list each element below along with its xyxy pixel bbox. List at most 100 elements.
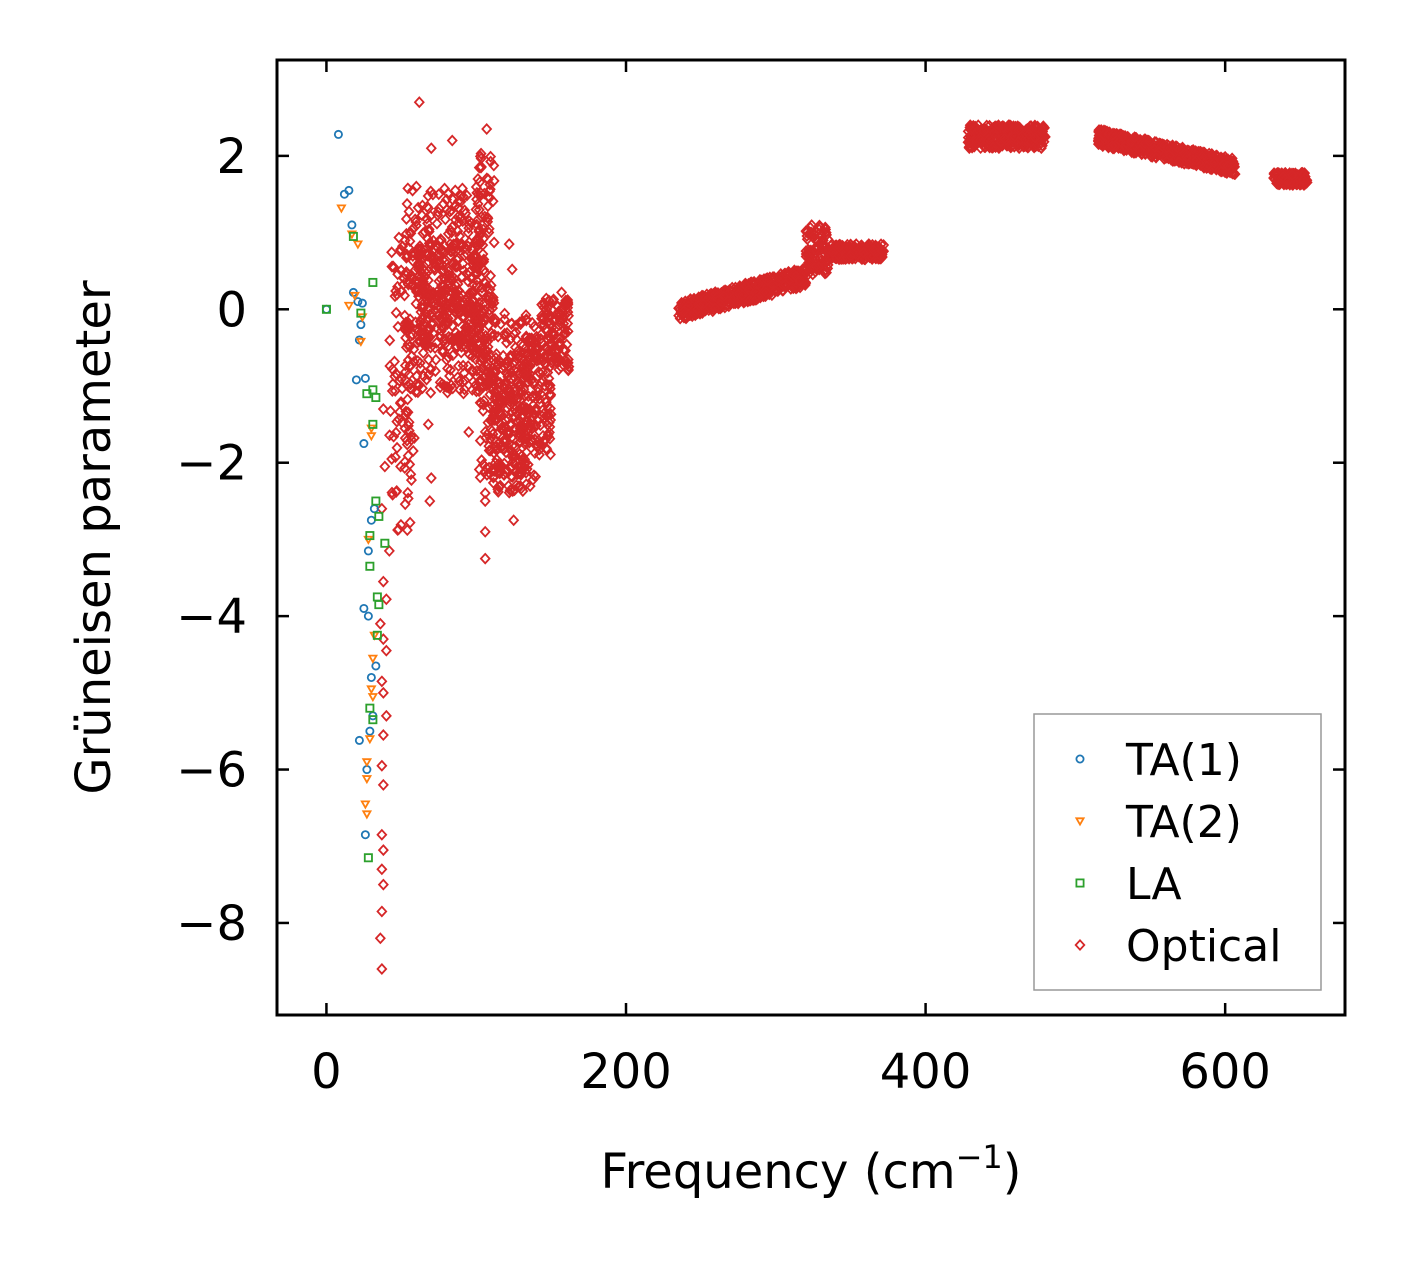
optical-point <box>496 389 508 402</box>
optical-point <box>1191 154 1203 167</box>
optical-point <box>439 213 451 226</box>
optical-point <box>506 446 518 459</box>
legend-marker <box>1075 754 1085 764</box>
optical-point <box>543 294 555 307</box>
optical-point <box>998 132 1011 145</box>
data-point <box>377 844 389 857</box>
optical-point <box>463 214 475 227</box>
optical-point <box>478 263 490 276</box>
data-point <box>363 853 373 863</box>
optical-point <box>412 290 425 303</box>
data-point <box>352 240 364 250</box>
legend-entry-ta-1-: TA(1) <box>1075 735 1242 786</box>
optical-point <box>485 415 497 428</box>
optical-point <box>819 221 831 234</box>
data-point <box>479 525 491 538</box>
data-point <box>413 96 425 109</box>
optical-point <box>425 386 437 399</box>
optical-point <box>489 313 501 326</box>
optical-point <box>462 275 474 288</box>
data-point <box>365 561 375 571</box>
optical-point <box>525 417 537 430</box>
optical-point <box>844 249 856 262</box>
optical-point <box>401 524 413 537</box>
optical-point <box>399 498 411 511</box>
optical-point <box>508 327 520 341</box>
optical-point <box>400 227 412 240</box>
optical-point <box>393 523 405 536</box>
optical-point <box>413 335 425 348</box>
optical-point <box>553 305 565 318</box>
optical-point <box>995 136 1007 149</box>
optical-point <box>474 175 486 189</box>
optical-point <box>487 476 499 489</box>
optical-point <box>793 274 805 287</box>
optical-point <box>442 265 455 278</box>
optical-point <box>384 334 396 347</box>
optical-point <box>453 289 465 302</box>
optical-point <box>496 408 508 421</box>
optical-point <box>442 351 454 364</box>
data-point <box>360 373 370 383</box>
optical-point <box>691 303 704 316</box>
optical-point <box>769 284 781 297</box>
optical-point <box>801 261 813 274</box>
optical-point <box>437 320 449 333</box>
data-point <box>377 778 389 791</box>
optical-point <box>1106 139 1118 153</box>
optical-point <box>1036 139 1048 152</box>
optical-point <box>461 189 473 202</box>
optical-point <box>386 486 398 499</box>
optical-point <box>964 119 976 132</box>
optical-point <box>538 301 550 314</box>
optical-point <box>558 344 571 357</box>
optical-point <box>502 479 515 492</box>
optical-point <box>532 382 544 395</box>
optical-point <box>469 248 481 261</box>
optical-point <box>485 413 497 426</box>
optical-point <box>476 454 488 467</box>
optical-point <box>678 311 690 324</box>
optical-point <box>544 402 556 415</box>
optical-point <box>978 141 991 154</box>
optical-point <box>488 446 500 459</box>
optical-point <box>767 279 779 292</box>
optical-point <box>407 222 419 235</box>
legend-label: Optical <box>1126 921 1281 972</box>
data-point <box>365 703 375 713</box>
y-tick-label: 0 <box>216 282 247 338</box>
optical-point <box>988 126 1000 139</box>
optical-point <box>1023 122 1035 135</box>
optical-point <box>527 355 539 368</box>
optical-point <box>480 379 493 392</box>
optical-point <box>476 286 488 299</box>
data-point <box>364 735 376 745</box>
optical-point <box>391 441 403 454</box>
optical-point <box>476 309 488 322</box>
optical-point <box>535 438 547 451</box>
optical-point <box>473 463 485 476</box>
optical-point <box>407 444 419 457</box>
optical-point <box>411 322 423 335</box>
optical-point <box>750 293 762 306</box>
optical-point <box>435 289 447 302</box>
optical-point <box>800 266 812 279</box>
series-optical <box>374 96 1313 975</box>
optical-point <box>450 238 462 251</box>
optical-point <box>404 516 416 529</box>
optical-point <box>544 337 556 350</box>
optical-point <box>989 130 1001 143</box>
optical-point <box>1093 124 1105 137</box>
plot-area <box>321 96 1313 975</box>
optical-point <box>413 263 425 276</box>
optical-point <box>436 245 448 259</box>
optical-point <box>417 346 429 359</box>
optical-point <box>393 231 405 244</box>
optical-point <box>474 471 486 484</box>
optical-point <box>452 201 465 214</box>
data-point <box>348 231 358 241</box>
optical-point <box>422 202 434 215</box>
optical-point <box>516 352 528 365</box>
optical-point <box>405 359 417 372</box>
y-tick-label: −8 <box>176 896 247 952</box>
